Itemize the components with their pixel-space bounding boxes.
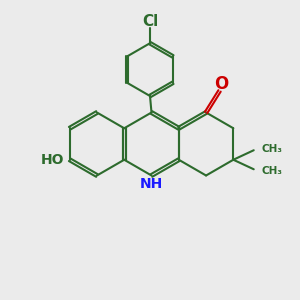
Text: Cl: Cl	[142, 14, 158, 29]
Text: CH₃: CH₃	[261, 144, 282, 154]
Text: NH: NH	[140, 177, 163, 191]
Text: O: O	[214, 75, 228, 93]
Text: CH₃: CH₃	[261, 166, 282, 176]
Text: HO: HO	[41, 153, 64, 167]
